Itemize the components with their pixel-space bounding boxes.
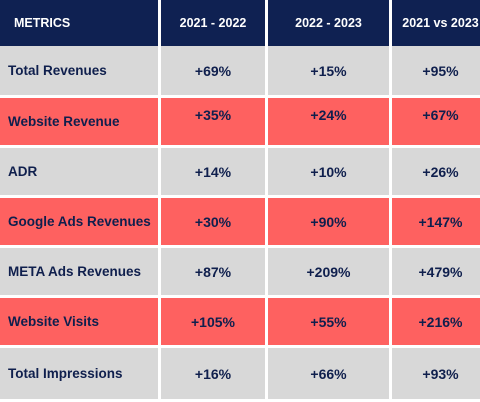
header-metrics: METRICS xyxy=(0,0,158,46)
row-value-2021-2022: +105% xyxy=(161,298,265,348)
row-value-2021-vs-2023: +479% xyxy=(392,248,480,298)
row-metric-label: Google Ads Revenues xyxy=(0,198,158,248)
row-value-2021-vs-2023: +95% xyxy=(392,46,480,98)
row-value-2022-2023: +66% xyxy=(268,348,389,402)
row-metric-label: Website Visits xyxy=(0,298,158,348)
row-metric-label: ADR xyxy=(0,148,158,198)
row-metric-label: Website Revenue xyxy=(0,98,158,148)
row-value-2021-vs-2023: +93% xyxy=(392,348,480,402)
row-value-2021-vs-2023: +67% xyxy=(392,98,480,148)
row-value-2021-2022: +87% xyxy=(161,248,265,298)
row-value-2022-2023: +55% xyxy=(268,298,389,348)
row-value-2021-2022: +35% xyxy=(161,98,265,148)
row-metric-label: META Ads Revenues xyxy=(0,248,158,298)
row-value-2021-2022: +30% xyxy=(161,198,265,248)
row-value-2021-2022: +14% xyxy=(161,148,265,198)
row-value-2021-vs-2023: +26% xyxy=(392,148,480,198)
row-value-2022-2023: +15% xyxy=(268,46,389,98)
row-value-2021-2022: +16% xyxy=(161,348,265,402)
row-value-2021-2022: +69% xyxy=(161,46,265,98)
row-value-2022-2023: +90% xyxy=(268,198,389,248)
row-value-2021-vs-2023: +216% xyxy=(392,298,480,348)
row-value-2022-2023: +10% xyxy=(268,148,389,198)
header-2021-2022: 2021 - 2022 xyxy=(161,0,265,46)
row-value-2021-vs-2023: +147% xyxy=(392,198,480,248)
header-2021-vs-2023: 2021 vs 2023 xyxy=(392,0,480,46)
row-metric-label: Total Revenues xyxy=(0,46,158,98)
row-value-2022-2023: +24% xyxy=(268,98,389,148)
row-metric-label: Total Impressions xyxy=(0,348,158,402)
header-2022-2023: 2022 - 2023 xyxy=(268,0,389,46)
row-value-2022-2023: +209% xyxy=(268,248,389,298)
